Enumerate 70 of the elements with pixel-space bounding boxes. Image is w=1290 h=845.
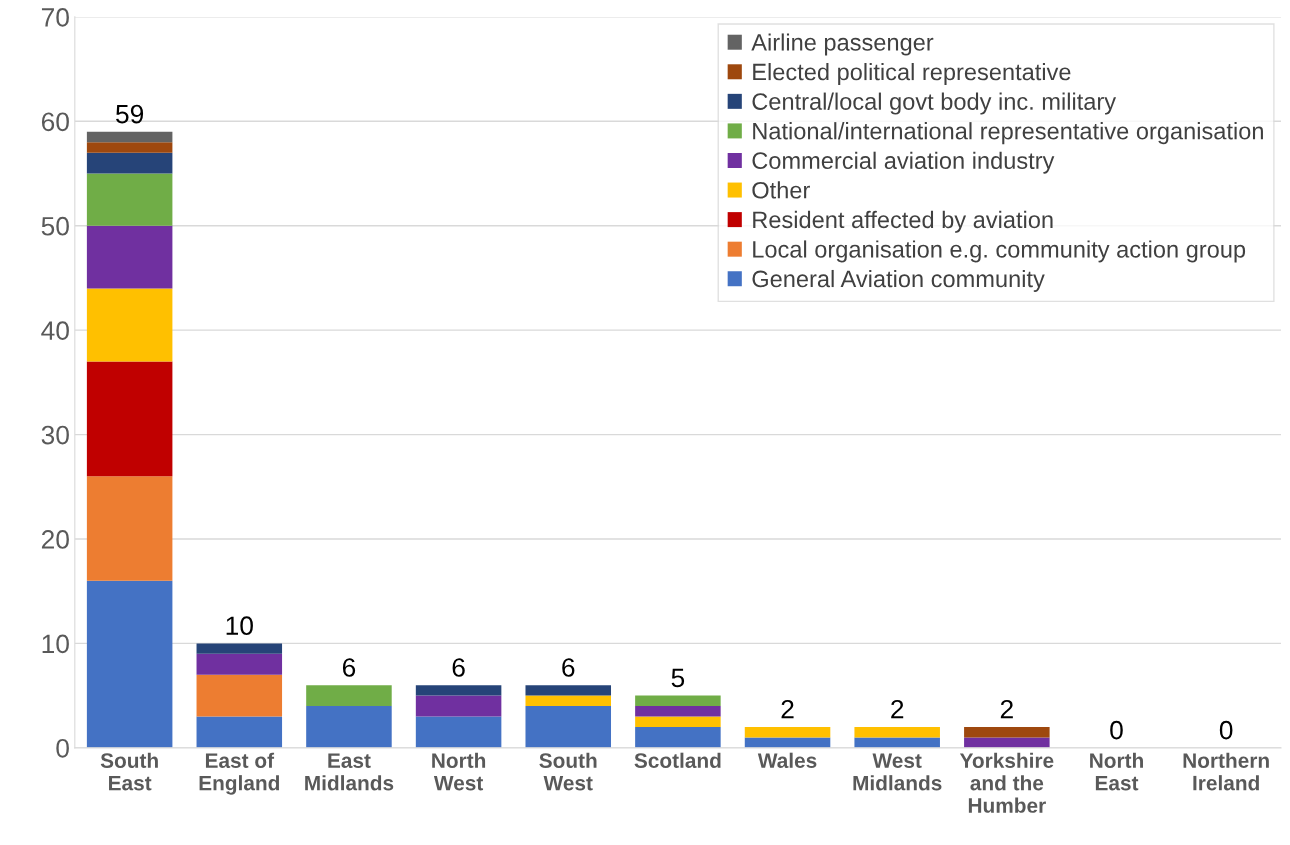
bar — [306, 685, 392, 707]
x-tick-label: South East — [100, 752, 158, 791]
x-tick-label: East of England — [199, 752, 280, 795]
bar — [86, 580, 173, 748]
legend-label: National/international representative organisation — [753, 122, 1263, 145]
y-tick-label: 0 — [56, 738, 69, 758]
bar — [964, 726, 1050, 738]
bar — [525, 706, 612, 748]
x-tick-label: Northern Ireland — [1183, 752, 1269, 791]
bar — [196, 653, 283, 675]
total-label: 2 — [781, 699, 794, 719]
bar — [86, 225, 173, 289]
y-tick-label: 50 — [41, 216, 69, 236]
total-label: 2 — [1000, 699, 1013, 719]
x-tick-label: North West — [432, 752, 486, 791]
x-tick-label: Scotland — [634, 752, 721, 768]
total-label: 0 — [1219, 720, 1233, 740]
legend-label: Commercial aviation industry — [752, 151, 1055, 174]
legend-label: Central/local govt body inc. military — [752, 92, 1117, 115]
legend-label: Other — [752, 181, 810, 199]
bar — [86, 173, 173, 226]
legend-label: Resident affected by aviation — [753, 210, 1053, 233]
bar — [415, 695, 502, 717]
legend-label: Elected political representative — [753, 62, 1071, 85]
legend-label: General Aviation community — [752, 269, 1045, 292]
total-label: 5 — [671, 668, 685, 688]
bar — [86, 476, 173, 581]
y-tick-label: 70 — [41, 8, 69, 27]
x-tick-label: Wales — [757, 752, 817, 768]
bar — [744, 726, 831, 738]
bar — [964, 737, 1050, 748]
bar — [635, 726, 721, 748]
x-tick-label: East Midlands — [305, 753, 394, 791]
total-label: 6 — [342, 658, 356, 677]
x-tick-label: North East — [1090, 752, 1143, 791]
legend-label: Airline passenger — [751, 33, 934, 56]
bar — [415, 685, 502, 696]
total-label: 6 — [452, 658, 465, 677]
bar — [854, 726, 940, 738]
y-tick-label: 10 — [42, 634, 69, 654]
bar — [86, 131, 173, 143]
bar — [415, 716, 502, 748]
bar — [525, 685, 612, 696]
bar — [635, 706, 721, 717]
y-tick-label: 60 — [41, 112, 69, 132]
bar — [86, 152, 173, 174]
y-tick-label: 20 — [41, 530, 69, 549]
bar — [86, 288, 173, 362]
bar — [635, 716, 721, 727]
bar — [196, 643, 283, 654]
bar — [196, 674, 283, 717]
total-label: 2 — [891, 699, 904, 719]
total-label: 59 — [116, 104, 144, 124]
x-tick-label: West Midlands — [853, 753, 942, 791]
total-label: 0 — [1110, 720, 1123, 740]
y-tick-label: 30 — [41, 425, 69, 445]
bar — [196, 716, 283, 748]
bar — [744, 737, 831, 748]
x-tick-label: South West — [539, 752, 597, 791]
x-tick-label: Yorkshire and the Humber — [959, 752, 1054, 813]
bar — [306, 706, 392, 748]
bar — [854, 737, 940, 748]
bar — [86, 361, 173, 477]
total-label: 10 — [226, 616, 253, 636]
total-label: 6 — [562, 658, 575, 677]
y-tick-label: 40 — [41, 321, 69, 340]
bar — [86, 142, 173, 153]
bar — [525, 695, 612, 707]
legend-label: Local organisation e.g. community action group — [753, 240, 1246, 263]
bar — [635, 695, 721, 707]
